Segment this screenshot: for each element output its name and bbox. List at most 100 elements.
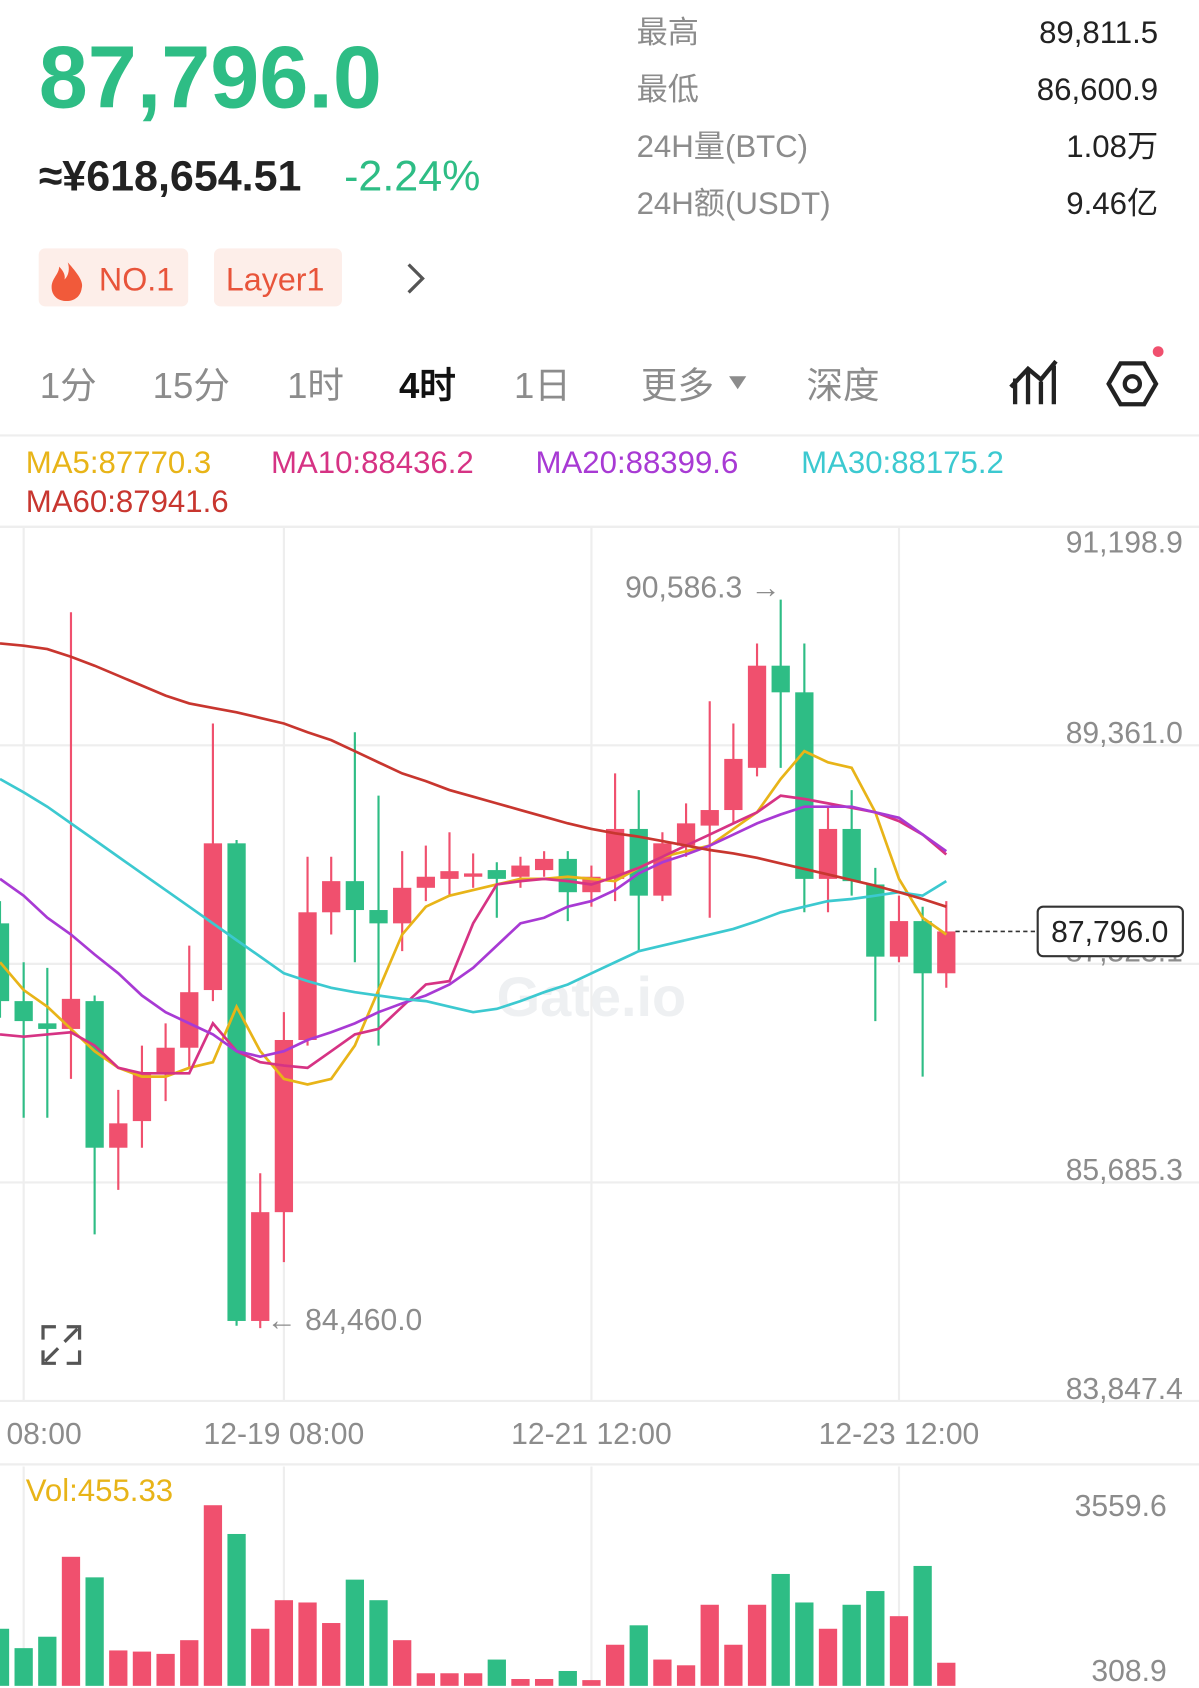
volume-bar [700, 1604, 719, 1686]
timeframe-tab[interactable]: 更多 [641, 365, 714, 406]
volume-bar [937, 1662, 956, 1686]
volume-bar [747, 1604, 767, 1686]
candle-body [322, 881, 341, 913]
candle-body [416, 876, 435, 888]
stat-label: 24H额(USDT) [637, 186, 831, 221]
stat-value: 1.08万 [1066, 129, 1158, 164]
volume-bar [416, 1673, 435, 1686]
chevron-right[interactable] [407, 263, 425, 294]
dropdown-caret[interactable] [729, 376, 747, 390]
volume-bar [156, 1653, 175, 1686]
volume-bar [771, 1573, 790, 1686]
volume-bar [132, 1651, 152, 1686]
volume-bar [464, 1673, 483, 1686]
candle-body [393, 887, 412, 924]
tag-rank[interactable]: NO.1 [38, 248, 189, 307]
candle-body [747, 665, 767, 768]
candle-body [913, 921, 932, 974]
volume-bar [913, 1565, 932, 1686]
candle-body [298, 912, 317, 1040]
stat-label: 最低 [637, 72, 699, 107]
volume-bar [487, 1659, 506, 1686]
settings-icon[interactable] [1106, 346, 1164, 407]
candle-body [676, 823, 696, 846]
volume-bar [180, 1640, 199, 1686]
volume-bar [0, 1628, 10, 1686]
volume-bar [393, 1640, 412, 1686]
candle-body [724, 758, 743, 811]
icon-stroke [1122, 374, 1143, 394]
last-price: 87,796.0 [39, 28, 382, 127]
volume-bar [605, 1644, 625, 1686]
candle-body [487, 870, 506, 879]
volume-bar [369, 1600, 388, 1686]
candle-body [14, 1001, 33, 1022]
timeframe-tab[interactable]: 1日 [514, 365, 571, 406]
candle-body [61, 998, 81, 1029]
candle-body [534, 858, 554, 871]
volume-bar [676, 1665, 696, 1686]
candle-body [700, 810, 719, 826]
tag-bg [213, 248, 342, 307]
candle-body [38, 1023, 57, 1029]
last-price-box [1036, 905, 1184, 958]
candle-body [795, 692, 814, 879]
timeframe-tab[interactable]: 1分 [40, 365, 97, 406]
volume-bar [795, 1602, 814, 1686]
candle-body [653, 843, 672, 896]
volume-bar [203, 1505, 223, 1686]
candle-body [629, 828, 648, 896]
candle-body [180, 992, 199, 1048]
candle-body [818, 828, 838, 879]
ma-legend: MA30:88175.2 [801, 445, 1004, 480]
volume-bar [274, 1600, 294, 1686]
candle-body [203, 843, 223, 991]
tag-sector[interactable]: Layer1 [213, 248, 342, 307]
candle-body [842, 828, 861, 882]
stat-value: 9.46亿 [1066, 186, 1158, 221]
expand-icon[interactable] [41, 1325, 82, 1365]
timeframe-tab[interactable]: 4时 [399, 365, 456, 406]
volume-bar [251, 1628, 270, 1686]
volume-bar [534, 1678, 554, 1686]
y-tick-label: 85,685.3 [1066, 1154, 1183, 1187]
candle-body [866, 884, 885, 957]
candle-body [0, 923, 10, 1002]
last-price-label: 87,796.0 [1051, 916, 1168, 949]
x-tick-label: 12-21 12:00 [511, 1418, 672, 1451]
volume-bar [724, 1644, 743, 1686]
volume-bar [61, 1556, 81, 1686]
volume-bar [629, 1625, 648, 1686]
candle-body [440, 871, 459, 879]
timeframe-tab[interactable]: 15分 [153, 365, 230, 406]
indicator-icon[interactable] [1009, 359, 1058, 405]
x-tick-label: 12-19 08:00 [204, 1418, 365, 1451]
candle-body [251, 1212, 270, 1321]
y-tick-label: 91,198.9 [1066, 527, 1183, 560]
candle-body [345, 881, 365, 911]
ma-line [0, 794, 948, 1075]
ma-legend: MA5:87770.3 [26, 445, 211, 480]
volume-label: Vol:455.33 [26, 1473, 173, 1508]
y-tick-label: 83,847.4 [1066, 1373, 1183, 1406]
volume-bar [582, 1680, 601, 1686]
flame-icon [51, 262, 83, 302]
price-change: -2.24% [344, 152, 480, 200]
ma-line [0, 642, 947, 908]
ma-legend: MA10:88436.2 [271, 445, 474, 480]
volume-bar [85, 1577, 104, 1686]
timeframe-tab[interactable]: 深度 [807, 365, 880, 406]
stat-value: 86,600.9 [1037, 72, 1158, 107]
volume-bar [298, 1602, 317, 1686]
volume-bar [866, 1591, 885, 1686]
volume-bar [818, 1628, 838, 1686]
timeframe-tab[interactable]: 1时 [287, 365, 344, 406]
volume-bar [842, 1604, 861, 1686]
ma-line [0, 805, 948, 1059]
volume-bar [440, 1673, 459, 1686]
stat-label: 最高 [637, 15, 699, 50]
candle-body [227, 843, 246, 1321]
candle-body [511, 865, 530, 877]
